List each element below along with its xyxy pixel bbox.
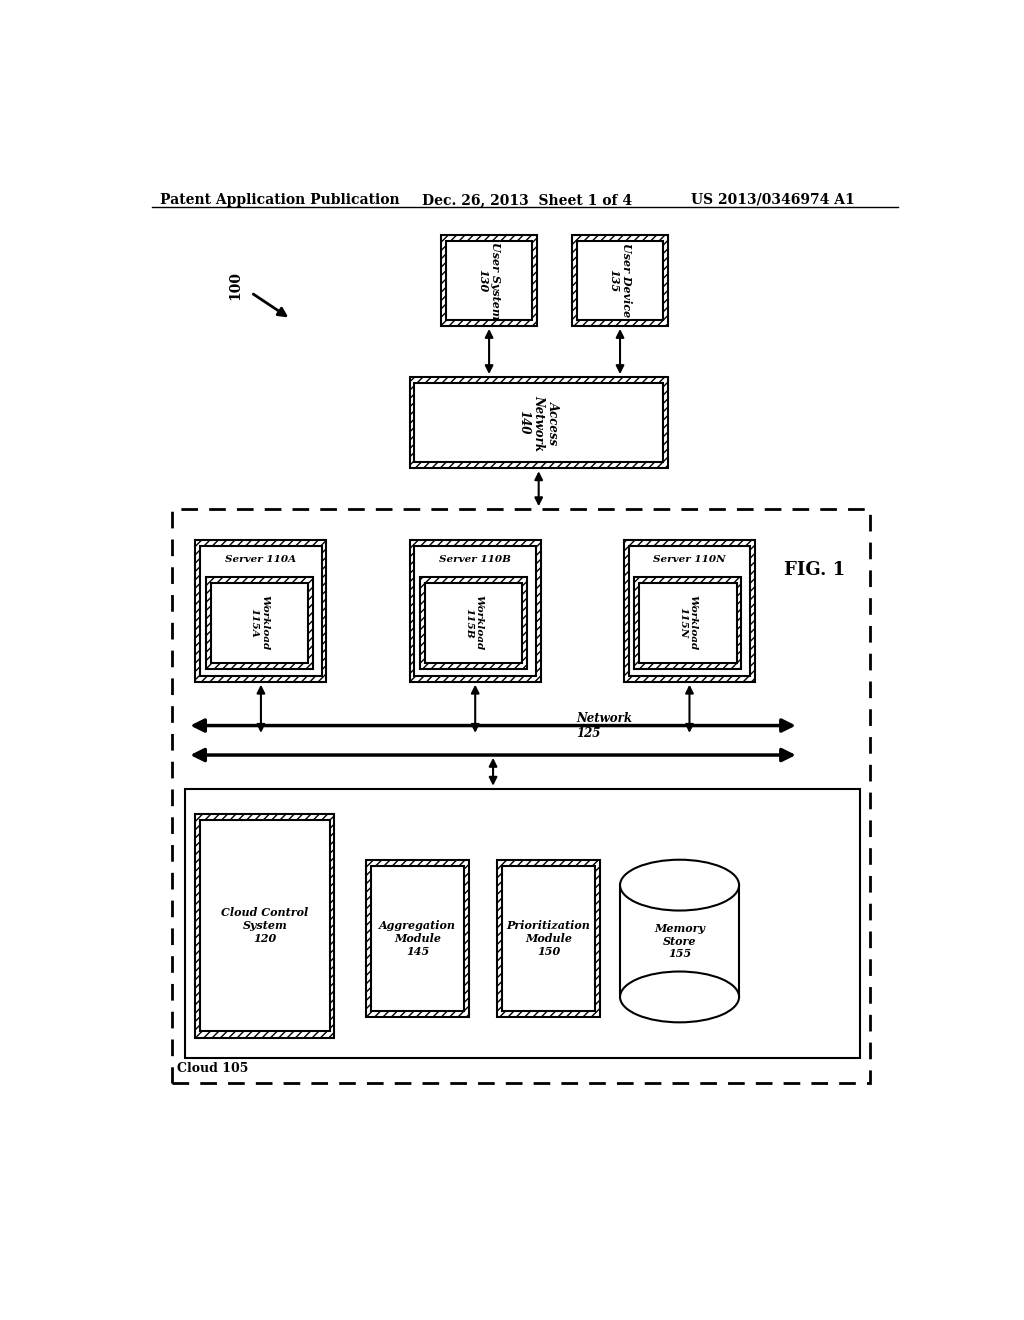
Bar (502, 866, 595, 1011)
Ellipse shape (621, 859, 739, 911)
Bar (497, 859, 600, 1018)
Bar (629, 545, 751, 676)
Bar (578, 240, 663, 319)
Text: Workload
115A: Workload 115A (250, 595, 269, 651)
Bar (185, 788, 860, 1057)
Text: 100: 100 (228, 271, 242, 300)
Bar (620, 886, 739, 997)
Text: FIG. 1: FIG. 1 (784, 561, 845, 579)
Bar (624, 540, 755, 682)
Text: Aggregation
Module
145: Aggregation Module 145 (379, 920, 456, 957)
Bar (410, 378, 668, 469)
Text: Server 110N: Server 110N (653, 554, 726, 564)
Text: Patent Application Publication: Patent Application Publication (160, 193, 399, 207)
Bar (415, 545, 536, 676)
Bar (196, 540, 327, 682)
Text: User System
130: User System 130 (477, 242, 501, 319)
Bar (201, 820, 330, 1031)
Bar (196, 814, 334, 1038)
Text: Server 110B: Server 110B (439, 554, 511, 564)
Bar (211, 583, 308, 663)
Bar (446, 240, 531, 319)
Text: Access
Network
140: Access Network 140 (517, 395, 560, 450)
Text: Workload
115B: Workload 115B (464, 595, 483, 651)
Bar (206, 577, 313, 669)
Text: Server 110A: Server 110A (225, 554, 297, 564)
Bar (410, 540, 541, 682)
Bar (420, 577, 527, 669)
Text: Memory
Store
155: Memory Store 155 (654, 923, 706, 960)
Text: Dec. 26, 2013  Sheet 1 of 4: Dec. 26, 2013 Sheet 1 of 4 (422, 193, 632, 207)
Bar (441, 235, 537, 326)
Bar (172, 510, 870, 1084)
Bar (639, 583, 736, 663)
Bar (634, 577, 741, 669)
Text: Workload
115N: Workload 115N (678, 595, 697, 651)
Text: Prioritization
Module
150: Prioritization Module 150 (507, 920, 591, 957)
Ellipse shape (621, 972, 739, 1022)
Bar (201, 545, 322, 676)
Bar (415, 383, 663, 462)
Bar (425, 583, 522, 663)
Text: US 2013/0346974 A1: US 2013/0346974 A1 (691, 193, 855, 207)
Bar (371, 866, 465, 1011)
Text: User Device
135: User Device 135 (608, 243, 632, 318)
Text: Cloud Control
System
120: Cloud Control System 120 (221, 907, 308, 944)
Bar (572, 235, 668, 326)
Text: Cloud 105: Cloud 105 (177, 1063, 249, 1076)
Bar (367, 859, 469, 1018)
Text: Network
125: Network 125 (577, 713, 633, 741)
